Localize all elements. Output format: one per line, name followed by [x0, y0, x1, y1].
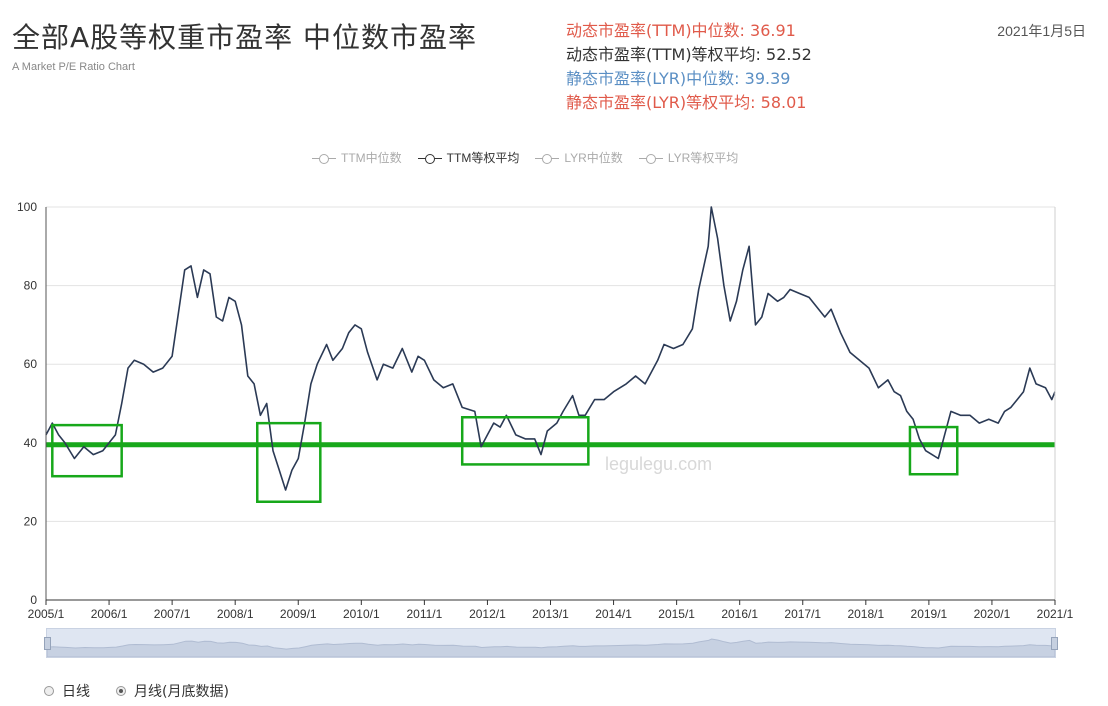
stat-ttm-median: 动态市盈率(TTM)中位数: 36.91: [566, 21, 796, 40]
x-tick-label: 2018/1: [847, 607, 884, 621]
watermark: legulegu.com: [605, 454, 712, 474]
x-tick-label: 2020/1: [974, 607, 1011, 621]
legend-item-ttm-average[interactable]: TTM等权平均: [417, 149, 520, 166]
highlight-layer: [51, 416, 959, 503]
legend-item-ttm-median[interactable]: TTM中位数: [312, 149, 402, 166]
x-tick-label: 2009/1: [280, 607, 317, 621]
slider-handle-right[interactable]: [1051, 637, 1058, 650]
radio-checked-icon: [116, 686, 126, 696]
legend-line-icon: [535, 153, 560, 164]
y-tick-label: 60: [24, 357, 38, 371]
stat-lyr-median: 静态市盈率(LYR)中位数: 39.39: [566, 69, 791, 88]
pe-ratio-chart: legulegu.com 0 20 40 60 80 100 2005/1 2006/1 200…: [17, 200, 1074, 621]
monthly-label: 月线(月底数据): [134, 684, 229, 700]
axis-layer: 0 20 40 60 80 100 2005/1 2006/1 2007/1 2008/1 2009…: [17, 200, 1074, 621]
radio-icon: [44, 686, 54, 696]
x-tick-label: 2014/1: [595, 607, 632, 621]
grid-layer: [46, 206, 1055, 522]
legend-line-icon: [638, 153, 663, 164]
x-tick-label: 2013/1: [532, 607, 569, 621]
slider-preview-area: [47, 638, 1055, 657]
x-tick-label: 2007/1: [154, 607, 191, 621]
legend-item-lyr-median[interactable]: LYR中位数: [535, 149, 623, 166]
chart-title: 全部A股等权重市盈率 中位数市盈率: [12, 21, 478, 54]
y-tick-label: 0: [30, 593, 37, 607]
legend-label: TTM等权平均: [446, 151, 520, 165]
highlight-box: [460, 416, 590, 466]
legend-label: LYR中位数: [564, 151, 623, 165]
legend-line-icon: [312, 153, 336, 164]
legend-label: LYR等权平均: [667, 151, 739, 165]
x-tick-label: 2010/1: [343, 607, 380, 621]
x-tick-label: 2005/1: [28, 607, 65, 621]
daily-label: 日线: [62, 684, 90, 700]
date-label: 2021年1月5日: [997, 23, 1086, 39]
stats-panel: 动态市盈率(TTM)中位数: 36.91 动态市盈率(TTM)等权平均: 52.…: [566, 19, 812, 115]
x-tick-label: 2012/1: [469, 607, 506, 621]
monthly-option[interactable]: 月线(月底数据): [116, 681, 229, 701]
daily-option[interactable]: 日线: [44, 681, 90, 701]
chart-legend: TTM中位数 TTM等权平均 LYR中位数 LYR等权平均: [312, 149, 738, 166]
x-tick-label: 2006/1: [91, 607, 128, 621]
data-zoom-slider[interactable]: [44, 628, 1058, 658]
series-layer: [45, 206, 1056, 491]
y-tick-label: 100: [17, 200, 37, 214]
x-tick-label: 2011/1: [406, 607, 442, 621]
slider-handle-left[interactable]: [44, 637, 51, 650]
highlight-box: [51, 423, 123, 478]
legend-label: TTM中位数: [341, 151, 402, 165]
ttm-average-line: [45, 206, 1056, 491]
x-tick-label: 2021/1: [1037, 607, 1074, 621]
chart-subtitle: A Market P/E Ratio Chart: [12, 61, 135, 73]
x-tick-label: 2015/1: [658, 607, 695, 621]
highlight-box: [256, 421, 322, 503]
x-tick-label: 2019/1: [911, 607, 948, 621]
x-tick-label: 2016/1: [721, 607, 758, 621]
y-tick-label: 40: [24, 436, 38, 450]
stat-ttm-average: 动态市盈率(TTM)等权平均: 52.52: [566, 45, 812, 64]
period-selector: 日线 月线(月底数据): [44, 681, 229, 701]
slider-preview: [47, 638, 1055, 657]
x-tick-label: 2017/1: [784, 607, 821, 621]
legend-item-lyr-average[interactable]: LYR等权平均: [638, 149, 739, 166]
y-tick-label: 20: [24, 514, 38, 528]
x-tick-label: 2008/1: [217, 607, 254, 621]
y-tick-label: 80: [24, 279, 38, 293]
highlight-box: [908, 425, 959, 476]
legend-line-icon: [417, 153, 442, 164]
stat-lyr-average: 静态市盈率(LYR)等权平均: 58.01: [566, 93, 807, 112]
